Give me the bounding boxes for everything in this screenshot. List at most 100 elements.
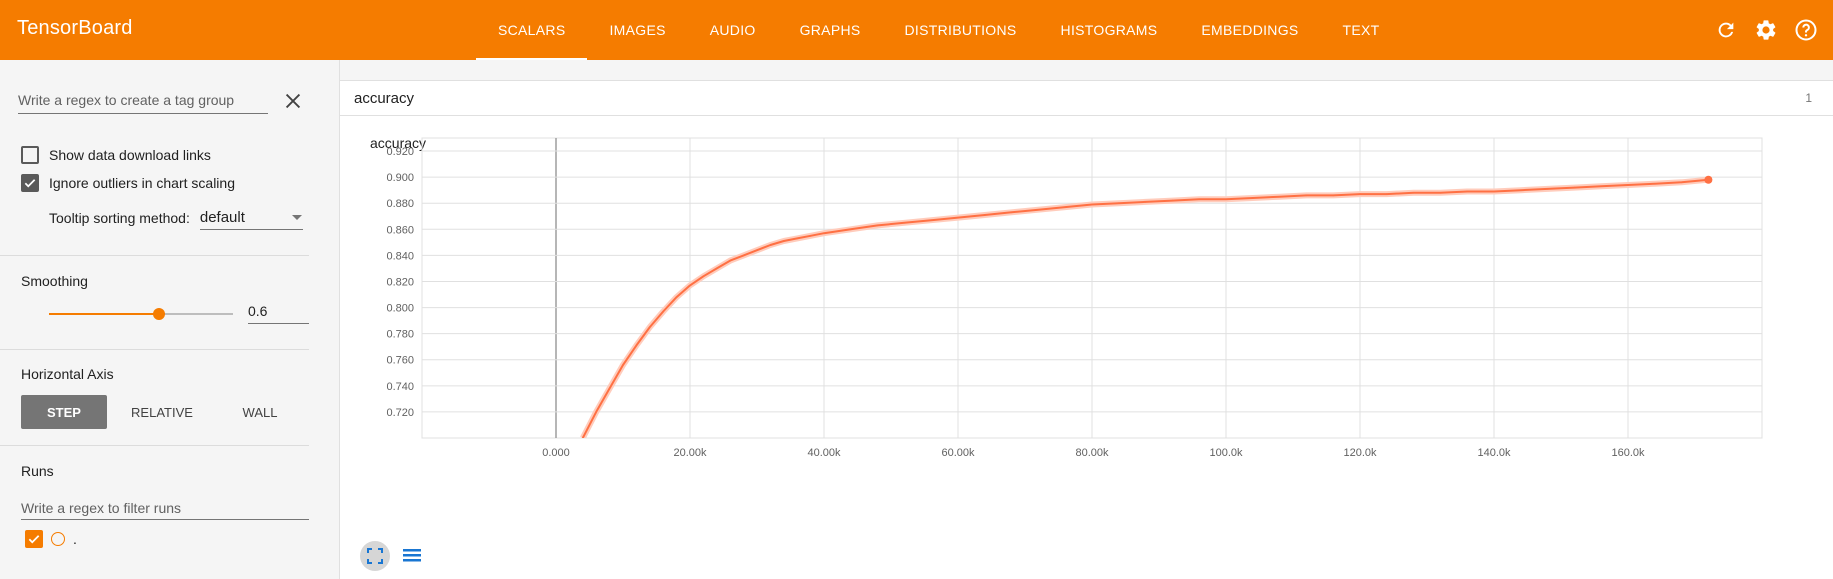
ignore-outliers-checkbox[interactable] xyxy=(21,174,39,192)
data-point xyxy=(1573,186,1576,189)
tag-regex-field xyxy=(18,90,268,114)
top-app-bar: TensorBoard SCALARS IMAGES AUDIO GRAPHS … xyxy=(0,0,1833,60)
data-point xyxy=(957,216,959,219)
data-point xyxy=(702,275,705,278)
settings-gear-icon[interactable] xyxy=(1751,15,1781,45)
data-point xyxy=(716,267,718,270)
tab-scalars[interactable]: SCALARS xyxy=(476,0,588,60)
y-tick-label: 0.800 xyxy=(386,303,414,315)
x-tick-label: 60.00k xyxy=(941,447,975,459)
topbar-actions xyxy=(1711,15,1821,45)
run-color-indicator[interactable] xyxy=(51,532,65,546)
x-tick-label: 20.00k xyxy=(673,447,707,459)
data-point xyxy=(1198,198,1200,201)
smoothing-value-input[interactable]: 0.6 xyxy=(248,300,309,324)
data-point xyxy=(1412,191,1415,194)
dropdown-arrow-icon xyxy=(291,214,302,220)
runs-filter-field xyxy=(21,498,309,520)
tooltip-sorting-row: Tooltip sorting method: default xyxy=(49,206,303,230)
data-point xyxy=(1252,197,1254,199)
data-point xyxy=(1546,188,1549,190)
data-point xyxy=(595,411,597,413)
axis-wall-button[interactable]: WALL xyxy=(242,404,278,420)
data-point xyxy=(1225,198,1227,201)
show-download-row: Show data download links xyxy=(21,146,211,164)
show-download-checkbox[interactable] xyxy=(21,146,39,164)
x-tick-label: 80.00k xyxy=(1075,447,1109,459)
refresh-icon[interactable] xyxy=(1711,15,1741,45)
y-tick-label: 0.920 xyxy=(386,146,414,158)
tab-audio[interactable]: AUDIO xyxy=(709,22,756,38)
close-icon[interactable] xyxy=(282,90,304,112)
data-point xyxy=(649,326,651,328)
tab-histograms[interactable]: HISTOGRAMS xyxy=(1060,22,1158,38)
smoothing-slider[interactable] xyxy=(49,308,233,320)
smoothing-slider-thumb[interactable] xyxy=(153,308,166,320)
tag-group-count: 1 xyxy=(1805,91,1812,105)
accuracy-chart[interactable]: 0.000 20.00k 40.00k 60.00k 80.00k 100.0k 120.0… xyxy=(340,116,1800,521)
tab-embeddings[interactable]: EMBEDDINGS xyxy=(1201,22,1299,38)
horizontal-axis-title: Horizontal Axis xyxy=(21,366,114,382)
tab-graphs[interactable]: GRAPHS xyxy=(799,22,861,38)
data-point xyxy=(1332,194,1334,197)
run-name: . xyxy=(73,531,77,547)
data-point xyxy=(930,219,932,221)
data-point xyxy=(756,249,758,251)
data-point xyxy=(1654,182,1656,185)
fit-domain-icon[interactable] xyxy=(360,541,390,571)
ignore-outliers-label: Ignore outliers in chart scaling xyxy=(49,175,235,191)
series-raw-line xyxy=(580,176,1709,438)
app-title: TensorBoard xyxy=(17,17,133,39)
axis-relative-button[interactable]: RELATIVE xyxy=(131,404,193,420)
x-tick-label: 100.0k xyxy=(1209,447,1243,459)
y-tick-label: 0.780 xyxy=(386,329,414,341)
data-point xyxy=(1305,194,1308,197)
divider xyxy=(0,255,309,256)
data-point xyxy=(1171,199,1174,202)
data-point xyxy=(903,221,906,224)
x-tick-label: 0.000 xyxy=(542,447,570,459)
data-point xyxy=(1037,208,1040,211)
data-point xyxy=(1010,211,1013,214)
y-tick-label: 0.860 xyxy=(386,224,414,236)
sidebar: Show data download links Ignore outliers… xyxy=(0,60,340,579)
tab-text[interactable]: TEXT xyxy=(1342,22,1380,38)
chart-card: accuracy 0.000 20.00k 40.00k 60.00k 80.00k 10… xyxy=(339,116,1833,579)
tab-images[interactable]: IMAGES xyxy=(609,22,666,38)
horizontal-axis-options: STEP RELATIVE WALL xyxy=(21,395,303,429)
data-point xyxy=(689,284,691,287)
data-point xyxy=(984,214,986,216)
run-checkbox[interactable] xyxy=(25,530,43,548)
data-point xyxy=(582,437,584,438)
chart-actions xyxy=(360,541,424,571)
data-point xyxy=(635,344,638,347)
runs-title: Runs xyxy=(21,463,54,479)
show-download-label: Show data download links xyxy=(49,147,211,163)
data-point xyxy=(1064,206,1066,208)
y-tick-label: 0.740 xyxy=(386,381,414,393)
data-point xyxy=(809,235,812,237)
tooltip-sorting-label: Tooltip sorting method: xyxy=(49,210,190,226)
data-point xyxy=(1627,184,1629,186)
data-point xyxy=(1359,193,1361,195)
help-icon[interactable] xyxy=(1791,15,1821,45)
divider xyxy=(0,349,309,350)
tooltip-sorting-dropdown[interactable]: default xyxy=(199,206,303,230)
toggle-log-scale-icon[interactable] xyxy=(400,544,424,568)
tab-distributions[interactable]: DISTRIBUTIONS xyxy=(904,22,1017,38)
dashboard-tabs: SCALARS IMAGES AUDIO GRAPHS DISTRIBUTION… xyxy=(476,0,1402,60)
last-point-marker xyxy=(1704,175,1713,184)
tooltip-sorting-value: default xyxy=(199,209,245,226)
data-point xyxy=(1520,189,1522,191)
tag-regex-input[interactable] xyxy=(18,90,268,110)
x-tick-label: 40.00k xyxy=(807,447,841,459)
runs-filter-input[interactable] xyxy=(21,498,309,518)
data-point xyxy=(1386,193,1388,195)
data-point xyxy=(850,228,852,231)
y-tick-label: 0.720 xyxy=(386,407,414,419)
axis-step-button[interactable]: STEP xyxy=(21,395,107,429)
y-tick-label: 0.840 xyxy=(386,250,414,262)
check-icon xyxy=(28,535,40,544)
tag-group-header[interactable]: accuracy 1 xyxy=(339,80,1833,116)
data-point xyxy=(622,364,624,366)
